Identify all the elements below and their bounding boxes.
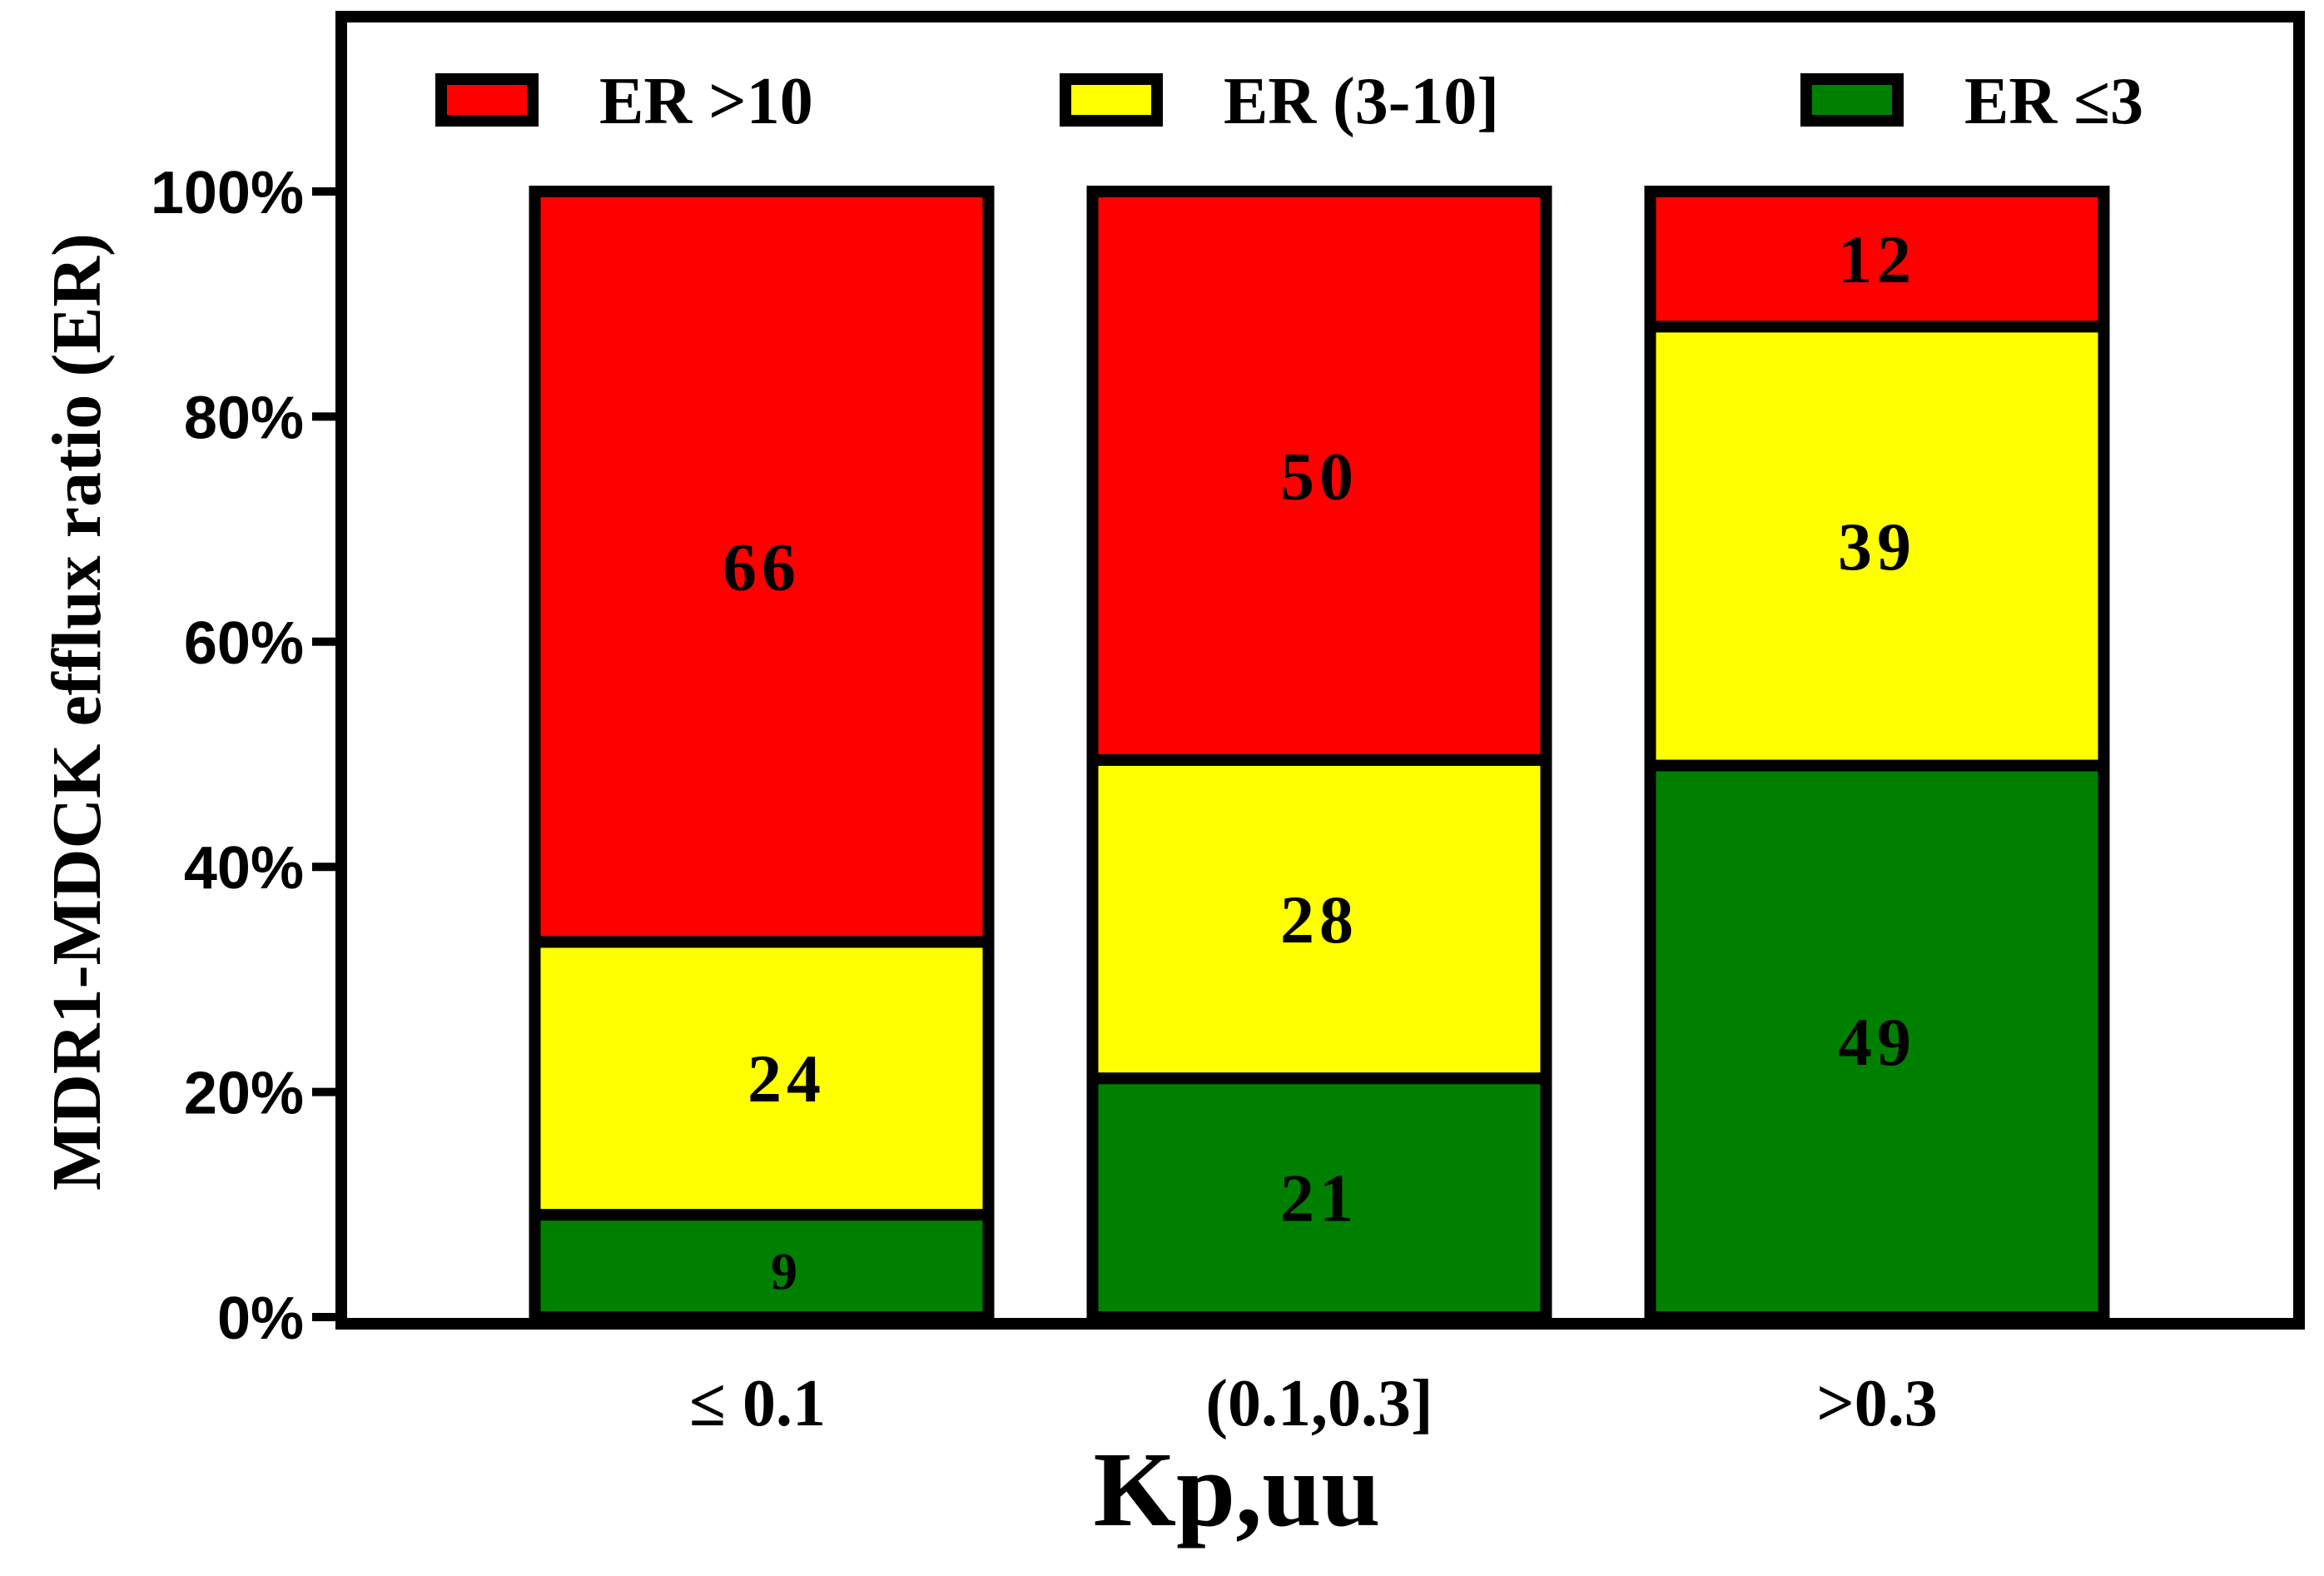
data-label-er-3-10-gt0-3: 39 — [1838, 509, 1916, 584]
legend-label: ER ≤3 — [1964, 65, 2143, 138]
bar-segment-er-gt10-le-0-1 — [529, 186, 995, 948]
x-tick-label-le-0-1: ≤ 0.1 — [689, 1367, 826, 1440]
legend-item-er-3-10: ER (3-10] — [1060, 65, 1499, 138]
data-label-er-le3-gt0-3: 49 — [1838, 1004, 1916, 1080]
legend-item-er-gt10: ER >10 — [435, 65, 813, 138]
data-label-er-le3-le-0-1: 9 — [771, 1242, 802, 1301]
bar-group-le-0-1: 9 24 66 — [529, 186, 995, 1324]
bar-segment-er-gt10-0-1-0-3 — [1086, 186, 1552, 766]
x-axis-title: Kp,uu — [1093, 1430, 1380, 1549]
data-label-er-gt10-le-0-1: 66 — [723, 529, 801, 605]
bar-segment-er-gt10-gt0-3 — [1644, 186, 2110, 333]
legend-label: ER (3-10] — [1224, 65, 1499, 138]
data-label-er-gt10-0-1-0-3: 50 — [1280, 438, 1358, 514]
legend-swatch — [1060, 73, 1163, 127]
bar-group-gt0-3: 49 39 12 — [1644, 186, 2110, 1323]
x-axis: ≤ 0.1 (0.1,0.3] >0.3 — [689, 1367, 1938, 1440]
legend-swatch — [1800, 73, 1904, 127]
bar-segment-er-le3-le-0-1 — [529, 1209, 995, 1324]
x-tick-label-gt0-3: >0.3 — [1816, 1367, 1938, 1440]
bar-group-0-1-0-3: 21 28 50 — [1086, 186, 1552, 1324]
data-label-er-3-10-0-1-0-3: 28 — [1280, 882, 1358, 957]
legend: ER >10 ER (3-10] ER ≤3 — [435, 65, 2143, 138]
plot-frame — [335, 11, 2305, 1330]
y-tick-label: 20% — [184, 1061, 304, 1127]
legend-label: ER >10 — [599, 65, 813, 138]
y-tick-label: 40% — [184, 835, 304, 902]
x-tick-label-0-1-0-3: (0.1,0.3] — [1205, 1367, 1433, 1440]
data-label-er-3-10-le-0-1: 24 — [747, 1041, 826, 1116]
legend-item-er-le3: ER ≤3 — [1800, 65, 2143, 138]
bars-layer: 9 24 66 21 28 50 49 39 12 — [529, 186, 2110, 1324]
y-axis-title: MDR1-MDCK efflux ratio (ER) — [38, 233, 116, 1191]
data-label-er-gt10-gt0-3: 12 — [1838, 221, 1916, 297]
y-tick-label: 0% — [217, 1285, 304, 1352]
y-tick-label: 60% — [184, 610, 304, 677]
bar-segment-er-3-10-gt0-3 — [1644, 321, 2110, 772]
bar-segment-er-le3-gt0-3 — [1644, 759, 2110, 1323]
data-label-er-le3-0-1-0-3: 21 — [1280, 1161, 1358, 1236]
legend-swatch — [435, 73, 539, 127]
y-tick-label: 80% — [184, 385, 304, 451]
y-axis: 0% 20% 40% 60% 80% 100% — [151, 160, 341, 1352]
y-tick-label: 100% — [151, 160, 304, 226]
